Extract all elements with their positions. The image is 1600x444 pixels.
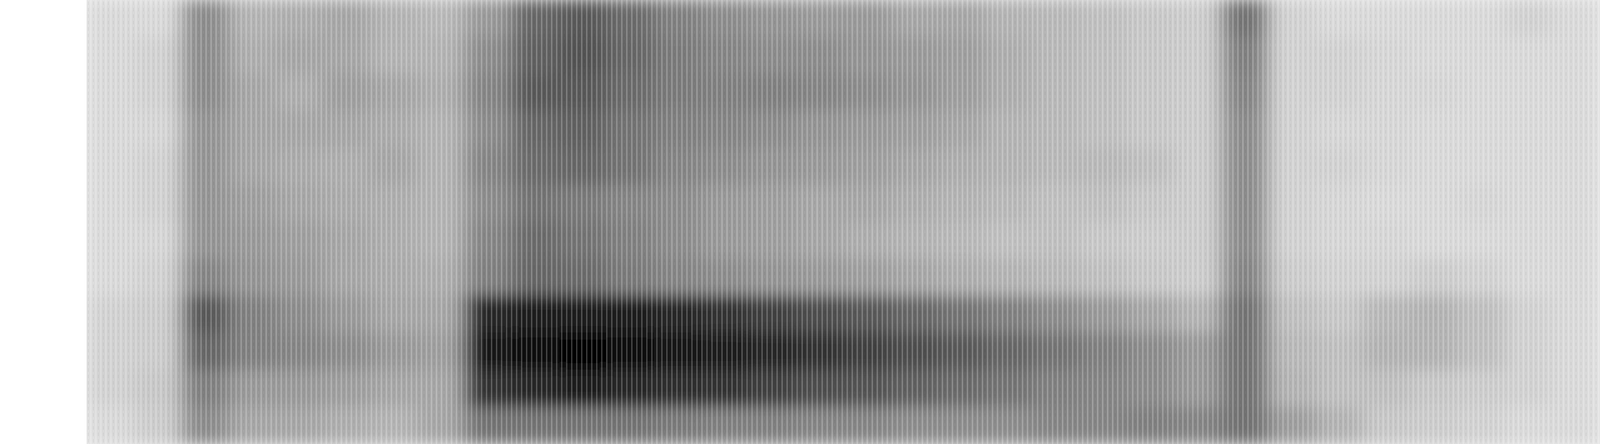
spectrogram [0,0,1600,444]
cells [86,0,1600,444]
texture [86,0,1600,444]
plot-background [86,0,1600,444]
plot-area [86,0,1600,444]
